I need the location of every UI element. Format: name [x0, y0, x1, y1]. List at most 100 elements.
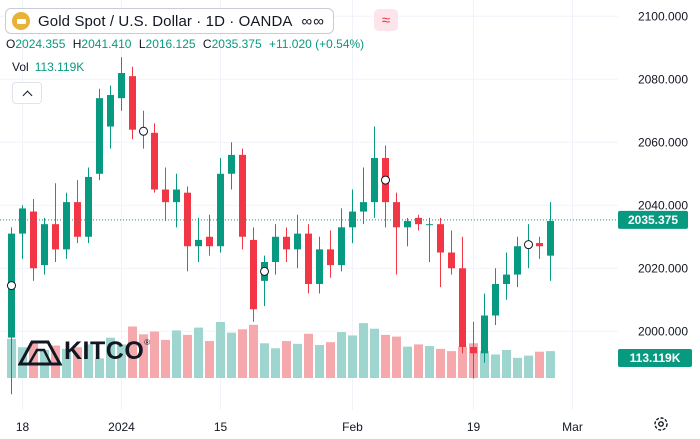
event-marker[interactable]: [381, 175, 390, 185]
high-value: 2041.410: [81, 37, 132, 51]
volume-bar: [326, 342, 335, 378]
volume-bar: [414, 344, 423, 378]
volume-bar: [62, 348, 71, 378]
y-tick-label: 2000.000: [638, 324, 688, 338]
collapse-legend-button[interactable]: [12, 82, 42, 104]
volume-bar: [381, 334, 390, 378]
x-tick-label: 19: [467, 420, 481, 434]
volume-bar: [216, 322, 225, 378]
candle-body: [283, 236, 290, 250]
last-price-badge: 2035.375: [618, 210, 688, 229]
volume-bar: [546, 351, 555, 378]
volume-bar: [447, 351, 456, 378]
volume-bar: [29, 343, 38, 378]
last-price-label: 2035.375: [628, 213, 678, 227]
symbol-title: Gold Spot / U.S. Dollar · 1D · OANDA: [38, 12, 293, 30]
volume-bar: [337, 332, 346, 378]
volume-bar: [150, 331, 159, 378]
x-tick-label: Feb: [342, 420, 363, 434]
volume-bar: [51, 345, 60, 378]
y-tick-label: 2040.000: [638, 198, 688, 212]
candle-body: [250, 239, 257, 310]
event-marker[interactable]: [139, 126, 148, 136]
open-value: 2024.355: [15, 37, 66, 51]
volume-bar: [172, 330, 181, 378]
candle-body: [96, 98, 103, 174]
volume-bar: [315, 344, 324, 378]
candle-body: [470, 347, 477, 354]
volume-axis-label: 113.119K: [630, 351, 681, 365]
volume-bar: [205, 341, 214, 378]
x-tick-label: 15: [214, 420, 228, 434]
candle-body: [52, 224, 59, 250]
volume-bar: [73, 347, 82, 378]
event-marker[interactable]: [524, 240, 533, 250]
candle-body: [437, 224, 444, 253]
candle-body: [129, 76, 136, 130]
volume-bar: [194, 327, 203, 378]
ohlc-readout: O2024.355 H2041.410 L2016.125 C2035.375 …: [6, 37, 364, 51]
volume-bar: [535, 351, 544, 378]
candle-body: [426, 224, 433, 226]
volume-bar: [161, 339, 170, 378]
volume-bar: [183, 334, 192, 378]
volume-bar: [249, 324, 258, 378]
compare-button[interactable]: ≈: [374, 9, 398, 31]
volume-bar: [348, 335, 357, 378]
candle-body: [415, 217, 422, 225]
candle-body: [30, 211, 37, 269]
candle-body: [536, 243, 543, 247]
candle-body: [217, 173, 224, 247]
volume-bar: [260, 343, 269, 378]
volume-badge: 113.119K: [618, 349, 692, 367]
change-value: +11.020 (+0.54%): [269, 37, 365, 51]
volume-bar: [359, 323, 368, 378]
volume-bar: [524, 355, 533, 378]
candle-body: [239, 154, 246, 237]
candle-body: [503, 274, 510, 285]
volume-bar: [227, 332, 236, 378]
volume-bar: [293, 343, 302, 378]
y-tick-label: 2100.000: [638, 9, 688, 23]
volume-bar: [282, 341, 291, 378]
kitco-logo: KITCO ®: [18, 334, 150, 368]
candle-body: [107, 95, 114, 127]
volume-bar: [502, 350, 511, 378]
open-label: O: [6, 37, 16, 51]
candle-body: [492, 284, 499, 316]
candle-body: [63, 202, 70, 250]
kitco-logo-icon: [18, 340, 62, 366]
low-label: L: [138, 37, 146, 51]
candle-body: [19, 208, 26, 234]
gear-icon[interactable]: [653, 416, 669, 432]
volume-value: 113.119K: [34, 60, 85, 74]
candle-body: [74, 202, 81, 237]
volume-bar: [238, 329, 247, 378]
candle-body: [448, 252, 455, 269]
candle-body: [393, 202, 400, 228]
symbol-header[interactable]: Gold Spot / U.S. Dollar · 1D · OANDA ∞∞: [5, 8, 334, 34]
event-marker[interactable]: [7, 281, 16, 291]
y-tick-label: 2020.000: [638, 261, 688, 275]
volume-bar: [403, 346, 412, 378]
candle-body: [305, 233, 312, 285]
candle-body: [349, 211, 356, 228]
candle-body: [151, 132, 158, 190]
candle-body: [547, 221, 554, 256]
volume-bar: [513, 357, 522, 378]
candles: [7, 57, 554, 395]
candle-body: [118, 72, 125, 99]
event-marker[interactable]: [260, 266, 269, 276]
candle-body: [514, 246, 521, 275]
gold-bar-icon: [12, 12, 30, 30]
time-axis[interactable]: 18 2024 15 Feb 19 Mar: [16, 420, 583, 434]
volume-readout: Vol 113.119K: [12, 60, 84, 74]
volume-bar: [128, 326, 137, 378]
candle-body: [327, 249, 334, 266]
y-tick-label: 2060.000: [638, 135, 688, 149]
volume-bar: [491, 354, 500, 378]
price-axis[interactable]: 2100.000 2080.000 2060.000 2040.000 2020.000…: [638, 9, 688, 338]
candle-body: [173, 189, 180, 203]
volume-bar: [117, 344, 126, 378]
